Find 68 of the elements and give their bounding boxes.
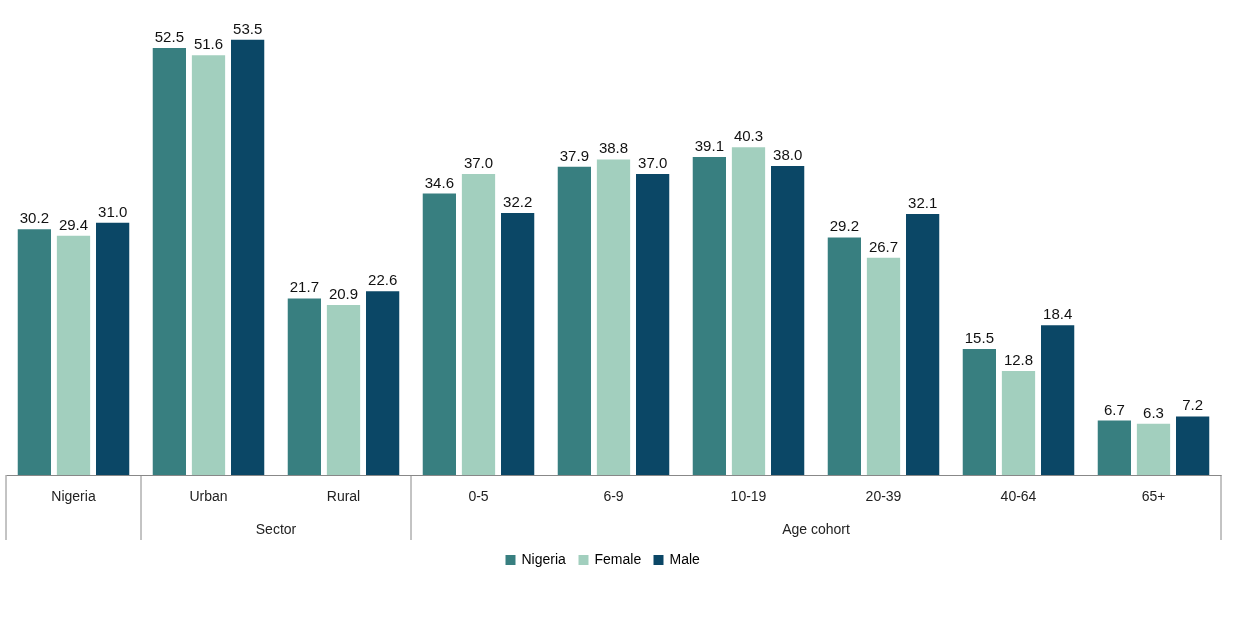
data-label: 38.8 — [598, 139, 629, 157]
bar — [366, 291, 400, 475]
bar — [191, 55, 226, 475]
data-label: 32.2 — [503, 193, 533, 211]
x-tick-label: Nigeria — [51, 487, 96, 504]
bar — [231, 39, 265, 475]
x-tick-label: 0-5 — [468, 487, 489, 504]
bar — [731, 147, 766, 475]
bar — [461, 174, 496, 475]
text: Sector — [255, 521, 297, 537]
x-tick-label: Urban — [189, 487, 228, 504]
bar — [866, 257, 901, 475]
data-label: 26.7 — [868, 237, 899, 255]
data-label: 37.0 — [638, 154, 668, 172]
bar — [636, 174, 670, 475]
bar — [557, 166, 591, 475]
bar — [17, 229, 51, 475]
bar — [56, 235, 91, 475]
bar — [1097, 420, 1131, 475]
bar — [1041, 325, 1075, 475]
bar — [1001, 370, 1036, 475]
bar — [906, 213, 940, 475]
bar — [422, 193, 456, 475]
bar — [326, 304, 361, 475]
data-label: 29.4 — [58, 215, 89, 233]
data-label: 31.0 — [98, 202, 128, 220]
bar — [596, 159, 631, 475]
data-label: 12.8 — [1003, 350, 1034, 368]
legend-label: Nigeria — [521, 551, 567, 567]
legend-label: Female — [594, 551, 642, 567]
bar — [771, 165, 805, 475]
x-tick-label: 10-19 — [730, 487, 767, 504]
data-label: 6.3 — [1143, 403, 1164, 421]
data-label: 29.2 — [829, 217, 859, 235]
legend-label: Male — [669, 551, 701, 567]
data-label: 53.5 — [233, 19, 263, 37]
text: Age cohort — [782, 521, 850, 537]
data-label: 6.7 — [1103, 400, 1125, 418]
bar — [287, 298, 321, 475]
bar — [1136, 423, 1171, 475]
data-label: 38.0 — [773, 145, 803, 163]
x-tick-label: 6-9 — [603, 487, 624, 504]
data-label: 18.4 — [1043, 305, 1073, 323]
data-label: 37.9 — [559, 146, 589, 164]
data-label: 22.6 — [368, 271, 398, 289]
data-label: 34.6 — [424, 173, 454, 191]
x-tick-label: 40-64 — [1000, 487, 1037, 504]
data-label: 52.5 — [154, 27, 184, 45]
data-label: 20.9 — [328, 284, 359, 302]
data-label: 7.2 — [1182, 396, 1204, 414]
data-label: 39.1 — [694, 136, 724, 154]
data-label: 32.1 — [908, 193, 938, 211]
x-tick-label: 65+ — [1141, 487, 1166, 504]
data-label: 30.2 — [19, 209, 49, 227]
data-label: 40.3 — [733, 127, 764, 145]
x-tick-label: 20-39 — [865, 487, 902, 504]
bar — [96, 222, 130, 475]
bar — [692, 156, 726, 475]
bar — [152, 47, 186, 475]
bar — [827, 237, 861, 475]
x-tick-label: Rural — [326, 487, 361, 504]
data-label: 51.6 — [193, 35, 224, 53]
data-label: 15.5 — [964, 328, 994, 346]
bar — [1176, 416, 1210, 475]
data-label: 37.0 — [463, 154, 494, 172]
data-label: 21.7 — [289, 278, 319, 296]
bar — [962, 348, 996, 475]
bar — [501, 213, 535, 475]
